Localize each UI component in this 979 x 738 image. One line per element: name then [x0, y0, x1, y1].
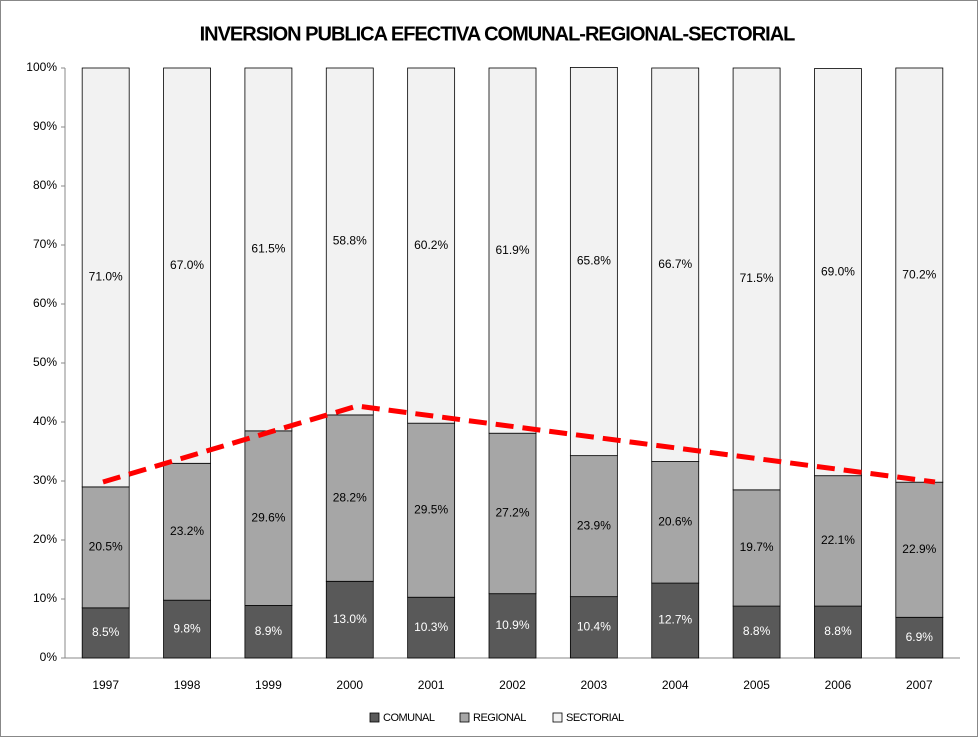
data-label: 29.5%: [414, 502, 448, 516]
data-label: 70.2%: [902, 267, 936, 281]
data-label: 10.9%: [495, 618, 529, 632]
bar-segment: [814, 475, 862, 607]
data-label: 65.8%: [577, 254, 611, 268]
legend-label: COMUNAL: [383, 712, 435, 724]
x-tick-label: 2000: [336, 678, 363, 692]
legend-swatch: [459, 712, 470, 723]
x-tick-label: 2006: [825, 678, 852, 692]
data-label: 20.6%: [658, 514, 692, 528]
bar-segment: [81, 486, 130, 609]
data-label: 23.9%: [577, 518, 611, 532]
legend-swatch: [369, 712, 380, 723]
bar-segment: [732, 489, 781, 607]
plot: 0% 10% 20% 30% 40% 50% 60% 70% 80% 90% 100% 1997 8.5…: [26, 60, 960, 724]
bar-segment: [488, 432, 537, 595]
data-label: 10.3%: [414, 620, 448, 634]
data-label: 28.2%: [333, 490, 367, 504]
bar-segment: [488, 593, 537, 659]
x-tick-label: 1998: [174, 678, 201, 692]
data-label: 12.7%: [658, 613, 692, 627]
legend-label: SECTORIAL: [566, 712, 624, 724]
x-tick-label: 2004: [662, 678, 689, 692]
data-label: 13.0%: [333, 612, 367, 626]
data-label: 8.5%: [92, 625, 120, 639]
bar-segment: [895, 481, 944, 618]
data-label: 19.7%: [740, 540, 774, 554]
bar-segment: [895, 67, 944, 483]
data-label: 9.8%: [173, 621, 201, 635]
data-label: 66.7%: [658, 257, 692, 271]
data-label: 8.8%: [743, 624, 771, 638]
bar-segment: [244, 430, 293, 606]
bar-segment: [732, 67, 781, 491]
y-tick-label: 60%: [33, 296, 57, 310]
y-tick-label: 50%: [33, 355, 57, 369]
x-tick-label: 2003: [581, 678, 608, 692]
y-tick-label: 40%: [33, 414, 57, 428]
bar-segment: [651, 582, 700, 659]
data-label: 27.2%: [495, 506, 529, 520]
data-label: 22.9%: [902, 542, 936, 556]
data-label: 10.4%: [577, 619, 611, 633]
x-tick-label: 2005: [743, 678, 770, 692]
y-tick-label: 30%: [33, 473, 57, 487]
bar-segment: [651, 67, 700, 462]
bar-segment: [569, 596, 618, 659]
data-label: 61.9%: [495, 243, 529, 257]
bar-segment: [569, 67, 618, 457]
x-tick-label: 1997: [92, 678, 119, 692]
x-tick-label: 1999: [255, 678, 282, 692]
bar-segment: [732, 605, 781, 659]
bar-segment: [814, 68, 862, 477]
x-tick-label: 2007: [906, 678, 933, 692]
bar-segment: [244, 67, 293, 432]
trend-annotation: [102, 403, 936, 485]
data-label: 8.9%: [255, 624, 283, 638]
data-label: 20.5%: [89, 540, 123, 554]
y-tick-label: 100%: [26, 60, 57, 74]
y-tick-label: 90%: [33, 119, 57, 133]
bar-segment: [569, 455, 618, 598]
bar-segment: [244, 605, 293, 659]
bar-segment: [325, 67, 374, 416]
x-tick-label: 2001: [418, 678, 445, 692]
data-label: 29.6%: [251, 510, 285, 524]
bar-segment: [651, 461, 700, 584]
data-label: 61.5%: [251, 242, 285, 256]
legend-label: REGIONAL: [473, 712, 526, 724]
bar-segment: [163, 462, 211, 601]
bar-segment: [895, 616, 944, 659]
data-label: 71.0%: [89, 270, 123, 284]
y-tick-label: 20%: [33, 532, 57, 546]
bar-segment: [407, 422, 456, 598]
x-tick-label: 2002: [499, 678, 526, 692]
data-label: 8.8%: [824, 624, 852, 638]
bar-segment: [814, 605, 862, 659]
y-tick-label: 80%: [33, 178, 57, 192]
chart-title: INVERSION PUBLICA EFECTIVA COMUNAL-REGIO…: [200, 23, 796, 45]
y-tick-label: 0%: [40, 650, 58, 664]
data-label: 67.0%: [170, 258, 204, 272]
bar-segment: [325, 414, 374, 582]
data-label: 60.2%: [414, 238, 448, 252]
data-label: 69.0%: [821, 264, 855, 278]
bar-segment: [488, 67, 537, 434]
bar-segment: [163, 599, 211, 659]
data-label: 22.1%: [821, 533, 855, 547]
data-label: 58.8%: [333, 234, 367, 248]
bar-segment: [163, 67, 211, 464]
y-tick-label: 70%: [33, 237, 57, 251]
bar-segment: [407, 596, 456, 659]
legend-swatch: [552, 712, 563, 723]
data-label: 6.9%: [906, 630, 934, 644]
bar-segment: [407, 67, 456, 424]
data-label: 71.5%: [740, 271, 774, 285]
bar-segment: [81, 67, 130, 488]
data-label: 23.2%: [170, 524, 204, 538]
bar-segment: [81, 607, 130, 659]
y-tick-label: 10%: [33, 591, 57, 605]
